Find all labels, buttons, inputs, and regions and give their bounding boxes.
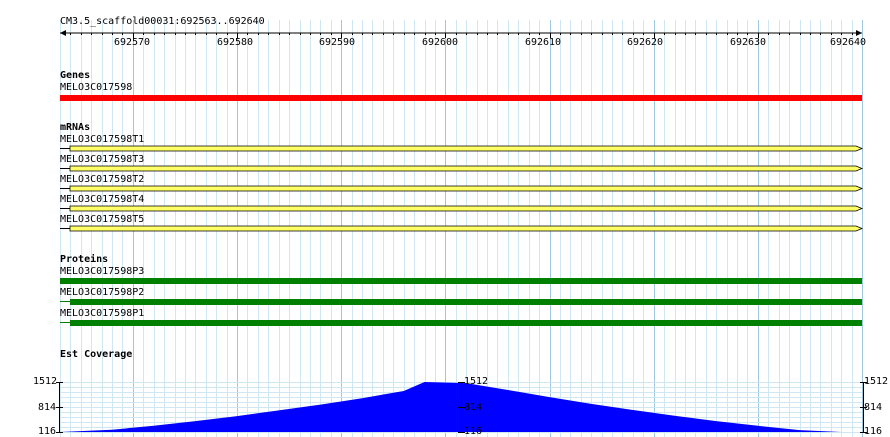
mrna-glyph bbox=[69, 145, 864, 152]
protein-feature-label[interactable]: MELO3C017598P2 bbox=[60, 287, 145, 298]
mrna-glyph bbox=[69, 165, 864, 172]
coverage-center-max-label: 1512 bbox=[464, 376, 489, 387]
landmark-label: CM3.5_scaffold00031:692563..692640 bbox=[60, 16, 265, 27]
gene-feature-label[interactable]: MELO3C017598 bbox=[60, 82, 133, 93]
coverage-right-max-label: 1512 bbox=[864, 376, 889, 387]
coverage-center-min-label: 116 bbox=[464, 426, 483, 437]
mrna-feature-label[interactable]: MELO3C017598T1 bbox=[60, 134, 145, 145]
ruler-tick-label: 692590 bbox=[318, 37, 356, 48]
ruler-tick-label: 692570 bbox=[113, 37, 151, 48]
protein-glyph bbox=[70, 320, 862, 326]
coverage-left-mid-label: 814 bbox=[38, 402, 57, 413]
genes-track bbox=[60, 95, 862, 101]
proteins-track bbox=[60, 278, 862, 326]
protein-glyph bbox=[60, 278, 862, 284]
coverage-center-mid-label: 814 bbox=[464, 402, 483, 413]
coverage-left-max-label: 1512 bbox=[33, 376, 58, 387]
mrna-feature-label[interactable]: MELO3C017598T4 bbox=[60, 194, 145, 205]
mrna-feature-label[interactable]: MELO3C017598T2 bbox=[60, 174, 145, 185]
ruler-tick-label: 692580 bbox=[216, 37, 254, 48]
coverage-area bbox=[60, 382, 842, 432]
ruler-left-arrow bbox=[60, 30, 66, 36]
mrna-feature-label[interactable]: MELO3C017598T3 bbox=[60, 154, 145, 165]
protein-feature-label[interactable]: MELO3C017598P1 bbox=[60, 308, 145, 319]
ruler-tick-label: 692600 bbox=[421, 37, 459, 48]
genes-track-title[interactable]: Genes bbox=[60, 70, 91, 81]
mrnas-track bbox=[60, 145, 864, 232]
mrna-glyph bbox=[69, 185, 864, 192]
coverage-left-min-label: 116 bbox=[38, 426, 57, 437]
mrna-glyph bbox=[69, 225, 864, 232]
ruler-right-arrow bbox=[856, 30, 862, 36]
protein-feature-label[interactable]: MELO3C017598P3 bbox=[60, 266, 145, 277]
proteins-track-title[interactable]: Proteins bbox=[60, 254, 109, 265]
ruler-tick-label: 692630 bbox=[729, 37, 767, 48]
ruler-tick-label: 692610 bbox=[524, 37, 562, 48]
coverage-scale-axes bbox=[56, 382, 867, 433]
mrna-feature-label[interactable]: MELO3C017598T5 bbox=[60, 214, 145, 225]
gene-glyph bbox=[60, 95, 862, 101]
est-coverage-track-title[interactable]: Est Coverage bbox=[60, 349, 133, 360]
mrna-glyph bbox=[69, 205, 864, 212]
protein-glyph bbox=[70, 299, 862, 305]
ruler bbox=[60, 30, 862, 38]
coverage-right-min-label: 116 bbox=[864, 426, 883, 437]
ruler-ticks bbox=[70, 33, 853, 38]
est-coverage-track bbox=[56, 382, 867, 433]
coverage-right-mid-label: 814 bbox=[864, 402, 883, 413]
ruler-tick-label: 692620 bbox=[626, 37, 664, 48]
ruler-tick-label: 692640 bbox=[829, 37, 867, 48]
mrnas-track-title[interactable]: mRNAs bbox=[60, 122, 91, 133]
